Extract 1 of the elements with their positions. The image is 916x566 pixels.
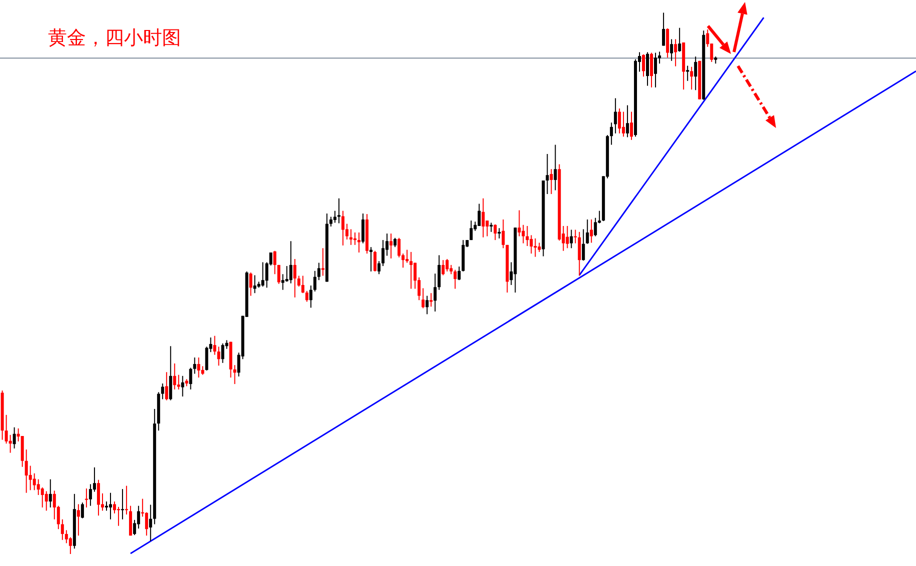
title: 黄金，四小时图 — [48, 27, 181, 49]
